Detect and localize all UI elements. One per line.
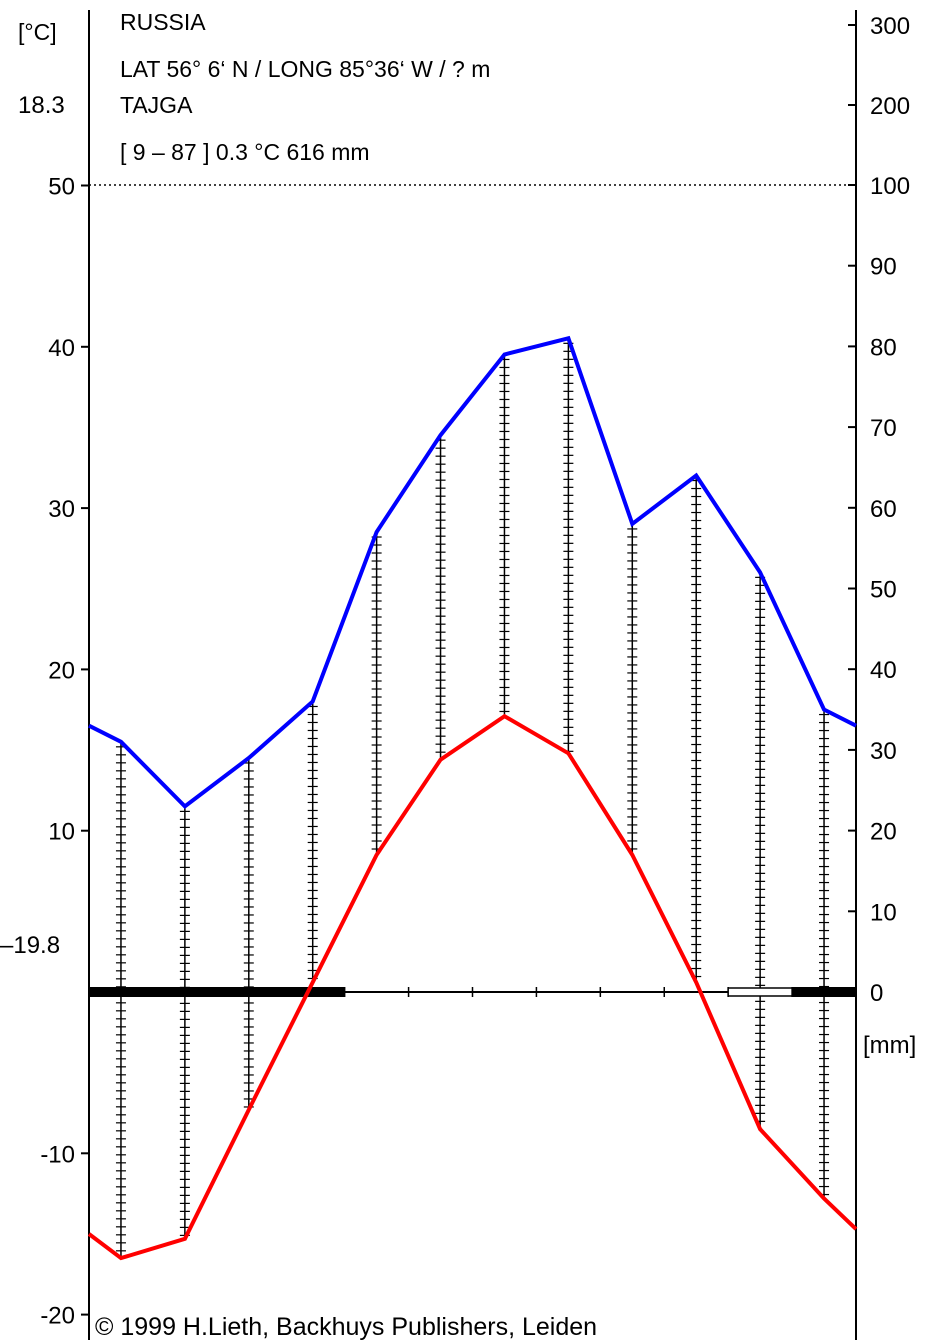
- frost-bar-solid: [792, 987, 856, 997]
- right-tick-label: 70: [870, 415, 897, 442]
- left-tick-label: -10: [40, 1141, 75, 1168]
- axis-ticks: -20 -10 10 20 30 40 50 0 10 20 30 40 50 60 70 80 90 100 20…: [40, 13, 910, 1330]
- climate-summary: [ 9 – 87 ] 0.3 °C 616 mm: [120, 139, 370, 165]
- vegetation-zone: TAJGA: [120, 92, 193, 118]
- left-tick-label: 10: [48, 819, 75, 846]
- left-tick-label: 40: [48, 335, 75, 362]
- left-tick-label: 20: [48, 657, 75, 684]
- frost-bar-solid: [89, 987, 345, 997]
- right-tick-label: 60: [870, 496, 897, 523]
- station-name: RUSSIA: [120, 9, 206, 35]
- right-tick-label: 100: [870, 173, 910, 200]
- right-tick-label: 300: [870, 13, 910, 40]
- right-tick-label: 200: [870, 93, 910, 120]
- right-tick-label: 30: [870, 738, 897, 765]
- right-tick-label: 40: [870, 657, 897, 684]
- right-tick-label: 50: [870, 577, 897, 604]
- max-temp-label: 18.3: [18, 92, 65, 119]
- copyright-text: © 1999 H.Lieth, Backhuys Publishers, Lei…: [95, 1313, 597, 1340]
- right-tick-label: 0: [870, 980, 883, 1007]
- station-coords: LAT 56° 6‘ N / LONG 85°36‘ W / ? m: [120, 56, 490, 82]
- temp-unit-label: [°C]: [18, 19, 57, 45]
- right-tick-label: 90: [870, 254, 897, 281]
- right-tick-label: 80: [870, 334, 897, 361]
- right-tick-label: 10: [870, 899, 897, 926]
- left-tick-label: 30: [48, 496, 75, 523]
- left-tick-label: -20: [40, 1303, 75, 1330]
- frost-bars: [89, 987, 856, 997]
- data-lines: [87, 335, 858, 1261]
- humid-hatching: [115, 338, 830, 1259]
- right-tick-label: 20: [870, 819, 897, 846]
- min-temp-label: –19.8: [0, 932, 60, 959]
- temperature-line: [87, 713, 858, 1261]
- precipitation-line: [88, 335, 857, 810]
- precip-unit-label: [mm]: [863, 1032, 916, 1059]
- frost-bar-open: [727, 987, 793, 997]
- left-tick-label: 50: [48, 174, 75, 201]
